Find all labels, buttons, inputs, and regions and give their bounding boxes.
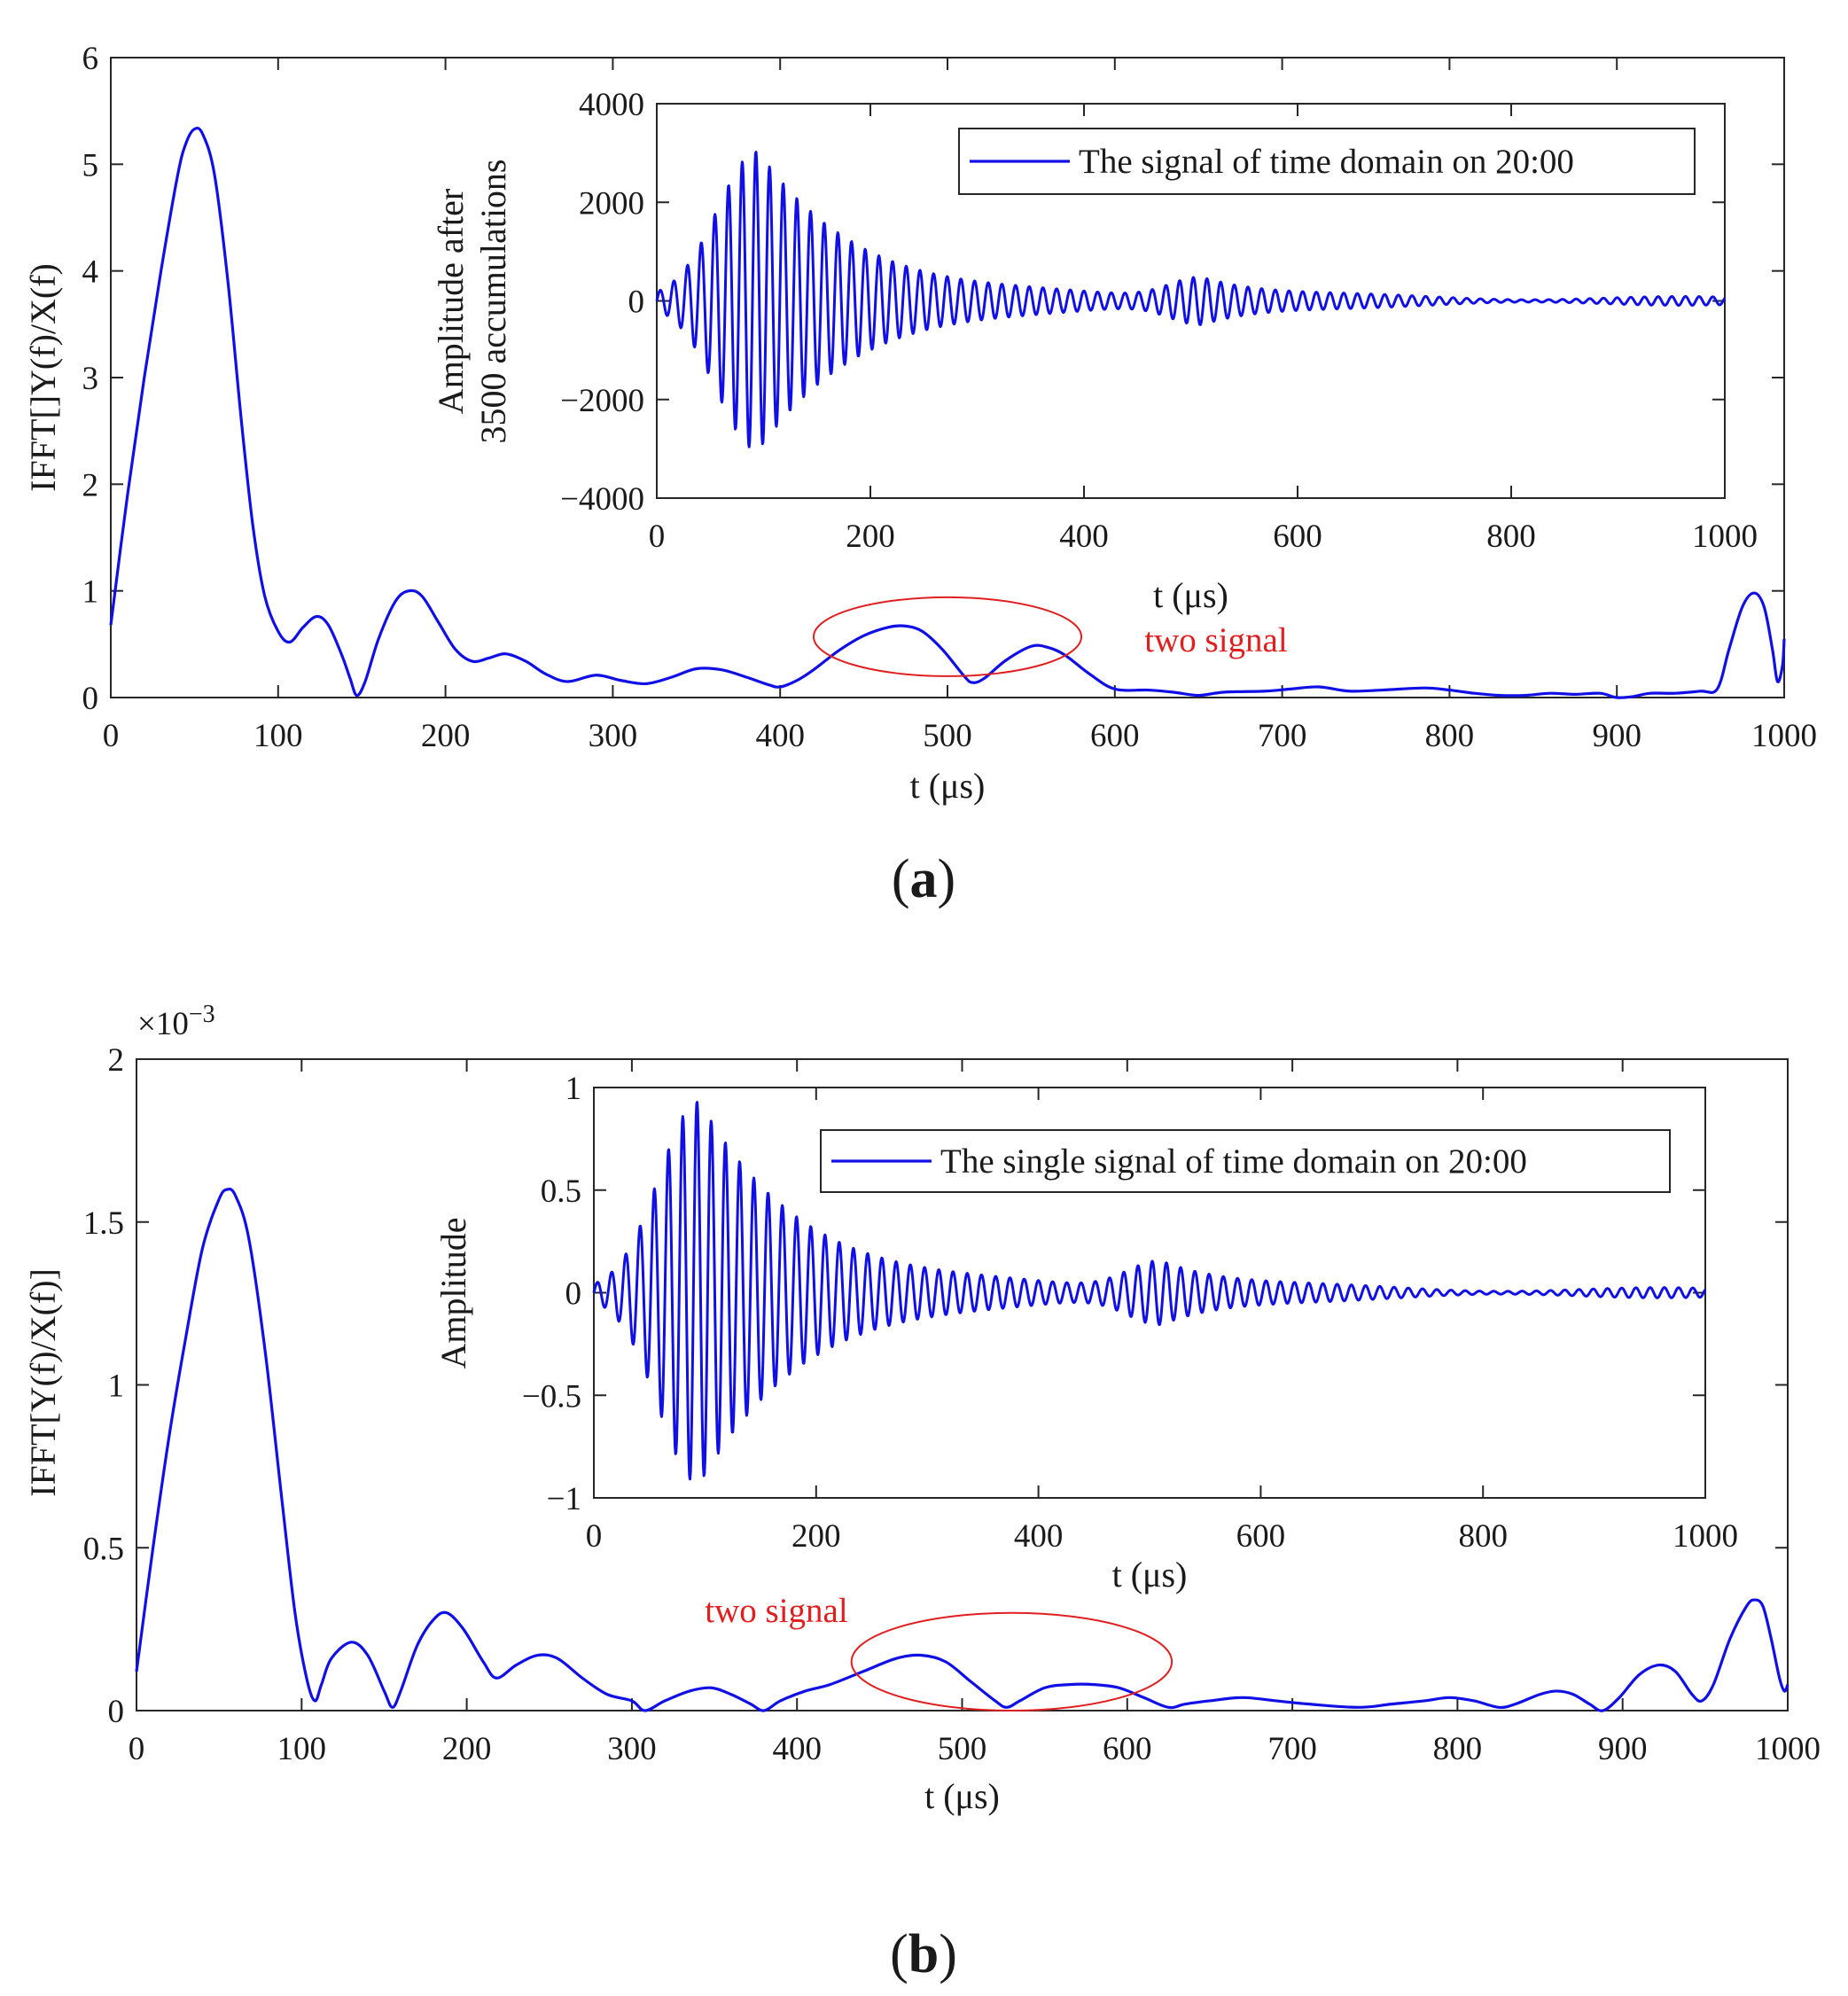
main-axis-xtick-label: 0 bbox=[103, 718, 120, 754]
legend-box bbox=[820, 1129, 1671, 1193]
inset-ylabel: Amplitude bbox=[433, 1217, 473, 1368]
inset-axis-ytick-label: −1 bbox=[547, 1481, 581, 1517]
main-axis-xtick-label: 400 bbox=[772, 1731, 822, 1767]
panel-a: 0 100 200 300 400 500 600 700 800 900 1000 0 1 2 3 4 5 6 t… bbox=[23, 41, 1817, 909]
inset-axis-xtick-label: 600 bbox=[1236, 1518, 1286, 1555]
legend-label: The single signal of time domain on 20:0… bbox=[940, 1142, 1527, 1181]
inset-axis-xtick-label: 400 bbox=[1014, 1518, 1064, 1555]
main-axis-xtick-label: 300 bbox=[589, 718, 638, 754]
main-axis-ytick-label: 3 bbox=[82, 361, 99, 397]
inset-axis-xtick-label: 1000 bbox=[1673, 1518, 1738, 1555]
main-axis-xtick-label: 1000 bbox=[1751, 718, 1817, 754]
panel-caption: (b) bbox=[890, 1924, 957, 1984]
main-axis-xtick-label: 700 bbox=[1267, 1731, 1317, 1767]
main-axis-ytick-label: 2 bbox=[82, 467, 99, 503]
y-exponent-label: ×10−3 bbox=[137, 1001, 215, 1042]
inset-ylabel: Amplitude after bbox=[431, 189, 471, 414]
main-axis-xtick-label: 500 bbox=[938, 1731, 987, 1767]
main-axis-xtick-label: 800 bbox=[1425, 718, 1475, 754]
main-axis-ytick-label: 0 bbox=[108, 1694, 125, 1730]
highlight-ellipse bbox=[812, 596, 1083, 677]
inset-axis-ytick-label: −0.5 bbox=[522, 1378, 581, 1415]
inset-axis-xtick-label: 1000 bbox=[1692, 518, 1758, 555]
main-series-line bbox=[109, 126, 1786, 699]
inset-xlabel: t (μs) bbox=[1153, 575, 1228, 615]
inset-series-line bbox=[592, 1101, 1707, 1481]
main-xlabel: t (μs) bbox=[910, 766, 986, 806]
panel-b: 0 100 200 300 400 500 600 700 800 900 100000.511.5… bbox=[23, 1001, 1821, 1984]
inset-axis-ytick-label: 0 bbox=[628, 285, 645, 321]
main-axis-xtick-label: 100 bbox=[253, 718, 303, 754]
main-axis-ytick-label: 5 bbox=[82, 147, 99, 183]
main-xlabel: t (μs) bbox=[924, 1776, 1000, 1816]
inset-chart: 0 200 400 600 800 1000 −1 −0.5 0 0.5 1 The single s… bbox=[433, 1071, 1738, 1594]
main-axis-ytick-label: 1 bbox=[82, 574, 99, 611]
legend-label: The signal of time domain on 20:00 bbox=[1079, 143, 1574, 181]
main-axis-xtick-label: 900 bbox=[1592, 718, 1641, 754]
inset-axis-xtick-label: 0 bbox=[649, 518, 666, 555]
annotation-two-signal: two signal bbox=[705, 1592, 848, 1630]
main-ylabel: IFFT[Y(f)/X(f)] bbox=[23, 1268, 63, 1497]
main-axis-xtick-label: 800 bbox=[1433, 1731, 1483, 1767]
main-axis-ytick-label: 1 bbox=[108, 1368, 125, 1405]
inset-legend: The signal of time domain on 20:00 bbox=[958, 128, 1696, 195]
main-axis-xtick-label: 200 bbox=[421, 718, 471, 754]
main-axis-xtick-label: 100 bbox=[277, 1731, 327, 1767]
inset-ylabel: 3500 accumulations bbox=[473, 159, 513, 443]
main-axis-xtick-label: 200 bbox=[442, 1731, 492, 1767]
main-axis-xtick-label: 0 bbox=[129, 1731, 145, 1767]
main-axis-ytick-label: 6 bbox=[82, 41, 99, 77]
main-axis-xtick-label: 700 bbox=[1258, 718, 1307, 754]
inset-axis-ytick-label: 2000 bbox=[579, 185, 644, 222]
inset-axis-xtick-label: 800 bbox=[1486, 518, 1536, 555]
main-axis-ytick-label: 0 bbox=[82, 681, 99, 717]
main-axis-ytick-label: 0.5 bbox=[83, 1531, 124, 1567]
inset-axis-ytick-label: 0 bbox=[565, 1276, 582, 1313]
main-axis-xtick-label: 300 bbox=[607, 1731, 657, 1767]
main-series-line bbox=[135, 1187, 1790, 1712]
inset-axis-xtick-label: 200 bbox=[791, 1518, 841, 1555]
inset-legend: The single signal of time domain on 20:0… bbox=[820, 1129, 1671, 1193]
inset-axis-xtick-label: 800 bbox=[1458, 1518, 1508, 1555]
main-axis-xtick-label: 600 bbox=[1103, 1731, 1152, 1767]
main-axis-ytick-label: 1.5 bbox=[83, 1205, 124, 1242]
main-axis-xtick-label: 1000 bbox=[1755, 1731, 1821, 1767]
main-axis-xtick-label: 900 bbox=[1598, 1731, 1648, 1767]
inset-axis-xtick-label: 0 bbox=[586, 1518, 603, 1555]
main-axis-xtick-label: 500 bbox=[923, 718, 972, 754]
inset-axis-ytick-label: 4000 bbox=[579, 87, 644, 123]
inset-chart: 0 200 400 600 800 1000 −4000 −2000 0 2000 4000 The … bbox=[431, 87, 1758, 615]
inset-axis-ytick-label: 1 bbox=[565, 1071, 582, 1107]
main-axis-ytick-label: 2 bbox=[108, 1042, 125, 1079]
highlight-ellipse bbox=[850, 1611, 1174, 1711]
inset-axis-ytick-label: −4000 bbox=[560, 481, 644, 518]
main-ylabel: IFFT[]Y(f)/X(f) bbox=[23, 263, 63, 492]
inset-axis-xtick-label: 600 bbox=[1273, 518, 1322, 555]
main-axis-ytick-label: 4 bbox=[82, 254, 99, 291]
inset-axis-xtick-label: 200 bbox=[846, 518, 895, 555]
inset-xlabel: t (μs) bbox=[1112, 1555, 1188, 1594]
inset-axis-xtick-label: 400 bbox=[1059, 518, 1109, 555]
legend-box bbox=[958, 128, 1696, 195]
main-axis-xtick-label: 400 bbox=[755, 718, 805, 754]
inset-axis-ytick-label: 0.5 bbox=[541, 1173, 581, 1210]
annotation-two-signal: two signal bbox=[1144, 621, 1288, 659]
inset-axis-ytick-label: −2000 bbox=[560, 383, 644, 419]
main-axis-xtick-label: 600 bbox=[1090, 718, 1140, 754]
inset-series-line bbox=[655, 151, 1727, 448]
panel-caption: (a) bbox=[892, 849, 955, 909]
